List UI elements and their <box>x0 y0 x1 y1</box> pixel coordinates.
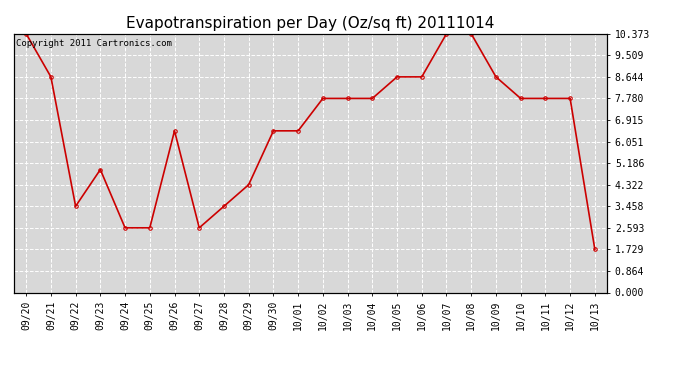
Text: Copyright 2011 Cartronics.com: Copyright 2011 Cartronics.com <box>16 39 171 48</box>
Title: Evapotranspiration per Day (Oz/sq ft) 20111014: Evapotranspiration per Day (Oz/sq ft) 20… <box>126 16 495 31</box>
